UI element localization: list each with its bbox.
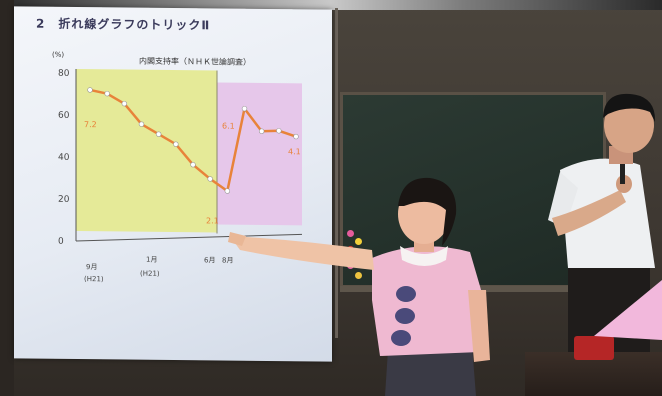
series-point <box>241 105 248 112</box>
magnet-yellow-3 <box>355 272 362 279</box>
data-label: 7.2 <box>84 120 97 129</box>
x-tick-label: 9月 <box>86 263 97 271</box>
series-point <box>293 133 299 140</box>
chart-region-after <box>217 82 302 226</box>
series-point <box>224 188 231 194</box>
series-point <box>87 87 93 93</box>
series-point <box>276 128 282 134</box>
x-tick-label: (H21) <box>140 270 160 278</box>
series-point <box>138 121 145 127</box>
x-axis <box>75 233 303 242</box>
screen-frame-edge <box>335 8 338 338</box>
series-point <box>258 128 265 134</box>
y-tick-label: 0 <box>58 237 64 247</box>
series-point <box>104 90 110 97</box>
top-window-strip <box>0 0 662 10</box>
x-tick-label: 8月 <box>222 257 233 265</box>
x-tick-label: 1月 <box>146 256 157 264</box>
pink-card <box>594 280 662 340</box>
y-tick-label: 40 <box>58 153 70 163</box>
magnet-yellow <box>355 238 362 245</box>
x-tick-label: (H21) <box>84 275 104 283</box>
chart-title: 内閣支持率（ＮＨＫ世論調査） <box>139 56 251 67</box>
series-point <box>190 162 196 168</box>
series-point <box>155 131 162 137</box>
x-tick-label: 6月 <box>204 256 215 264</box>
left-edge-shadow <box>0 0 14 396</box>
y-axis-unit: (%) <box>52 51 64 59</box>
y-tick-label: 20 <box>58 195 70 205</box>
red-equipment <box>574 336 614 360</box>
projection-screen: 2 折れ線グラフのトリックⅡ 内閣支持率（ＮＨＫ世論調査） (%) 80 60 40… <box>14 6 332 362</box>
series-point <box>207 176 213 182</box>
chart-svg: 内閣支持率（ＮＨＫ世論調査） (%) 80 60 40 20 0 9月 (H21) 1月 (H… <box>52 51 303 283</box>
data-label: 6.1 <box>222 122 235 131</box>
chart-region-before <box>76 68 217 233</box>
magnet-pink <box>347 230 354 237</box>
series-point <box>121 100 128 107</box>
y-tick-label: 60 <box>58 111 70 121</box>
y-tick-label: 80 <box>58 69 70 79</box>
data-label: 4.1 <box>288 147 301 156</box>
data-label: 2.1 <box>206 216 219 225</box>
series-point <box>173 141 179 147</box>
